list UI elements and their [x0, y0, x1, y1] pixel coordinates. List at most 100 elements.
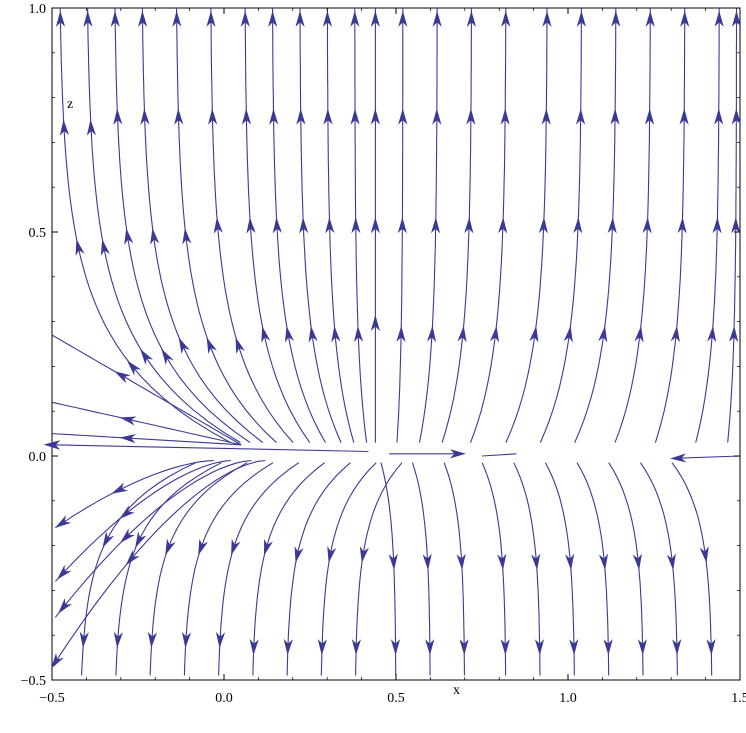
stream-arrow: [283, 638, 293, 656]
stream-arrow: [296, 108, 306, 125]
stream-arrow: [388, 553, 398, 571]
stream-arrow: [666, 553, 676, 571]
stream-arrow: [150, 228, 160, 245]
stream-arrow: [456, 553, 466, 571]
y-tick-label: 0.0: [29, 450, 47, 465]
stream-arrow: [235, 337, 245, 354]
stream-arrow: [573, 217, 583, 234]
stream-arrow: [699, 546, 709, 563]
stream-arrow: [706, 639, 716, 656]
stream-arrow: [331, 325, 341, 343]
stream-arrow: [140, 108, 150, 125]
stream-arrow: [135, 531, 147, 548]
stream-arrow: [680, 10, 690, 27]
streamline-upper: [87, 7, 241, 444]
stream-arrow: [459, 639, 469, 656]
stream-arrow: [272, 217, 282, 234]
stream-arrow: [206, 10, 216, 27]
stream-arrow: [241, 108, 252, 125]
stream-arrow: [54, 515, 72, 528]
stream-arrow: [284, 325, 295, 343]
streamline-lower: [252, 462, 325, 676]
stream-arrow: [100, 239, 110, 256]
stream-arrow: [86, 119, 97, 136]
stream-arrow: [231, 538, 241, 556]
stream-arrow: [240, 10, 250, 27]
stream-arrow: [59, 119, 70, 136]
stream-arrow: [541, 108, 551, 125]
stream-arrow: [113, 631, 123, 649]
stream-arrow: [181, 631, 192, 649]
stream-arrow: [398, 108, 408, 125]
stream-arrow: [576, 10, 586, 27]
stream-arrow: [249, 638, 259, 656]
y-tick-label: 0.5: [29, 226, 47, 241]
stream-arrow: [598, 553, 609, 571]
streamline-lower: [355, 462, 403, 676]
stream-arrow: [370, 108, 380, 125]
streamline-lower: [115, 462, 222, 676]
stream-arrow: [79, 631, 89, 649]
stream-arrow: [56, 564, 72, 580]
streamline-lower: [286, 462, 351, 676]
stream-arrow: [124, 228, 134, 245]
stream-arrow: [359, 546, 369, 563]
stream-arrow: [299, 217, 309, 234]
stream-arrow: [712, 217, 722, 234]
stream-arrow: [370, 217, 380, 234]
stream-arrow: [707, 325, 717, 343]
streamline-lower: [544, 462, 575, 676]
x-tick-label: 0.5: [387, 691, 405, 706]
stream-arrow: [714, 108, 724, 125]
stream-arrow: [83, 10, 93, 27]
stream-arrow: [607, 217, 617, 234]
stream-arrow: [677, 217, 687, 234]
stream-arrow: [538, 217, 548, 234]
stream-arrow: [75, 239, 85, 256]
stream-arrow: [263, 538, 273, 556]
stream-arrow: [644, 108, 655, 125]
stream-arrow: [637, 639, 648, 656]
stream-arrow: [397, 217, 407, 234]
stream-arrow: [147, 631, 158, 649]
stream-arrow: [138, 10, 148, 27]
stream-arrow: [531, 553, 541, 571]
stream-arrow: [119, 505, 135, 519]
x-tick-label: 1.0: [559, 691, 577, 706]
stream-arrow: [430, 217, 441, 234]
stream-arrow: [672, 639, 682, 656]
stream-arrow: [466, 10, 477, 27]
stream-arrow: [565, 553, 575, 571]
stream-arrow: [575, 108, 586, 125]
streamline-upper: [176, 7, 277, 443]
stream-arrow: [113, 108, 123, 125]
stream-arrow: [322, 10, 333, 27]
streamline-left: [51, 433, 242, 446]
stream-arrow: [213, 217, 223, 234]
streamline-upper: [469, 8, 507, 443]
stream-arrow: [714, 10, 724, 27]
stream-arrow: [114, 371, 131, 384]
stream-arrow: [317, 638, 327, 656]
streamline-left: [51, 401, 242, 446]
stream-arrow: [731, 10, 742, 27]
stream-arrow: [119, 416, 137, 426]
stream-arrow: [182, 228, 192, 245]
streamline-lower-left: [54, 459, 252, 618]
stream-arrow: [610, 108, 620, 125]
stream-arrow: [325, 217, 335, 234]
x-tick-label: 1.5: [731, 691, 746, 706]
y-tick-label: 1.0: [29, 2, 47, 17]
stream-arrow: [350, 108, 360, 125]
axis-flow-left: [51, 444, 369, 453]
stream-arrow: [632, 553, 642, 571]
stream-arrow: [206, 337, 217, 354]
stream-arrow: [261, 326, 271, 343]
plot-frame: [51, 7, 741, 681]
stream-arrow: [534, 639, 545, 656]
stream-arrow: [425, 639, 435, 656]
stream-arrow: [569, 639, 579, 656]
x-tick-label: 0.0: [215, 691, 233, 706]
stream-arrow: [500, 108, 510, 125]
streamline-lower: [81, 462, 196, 676]
